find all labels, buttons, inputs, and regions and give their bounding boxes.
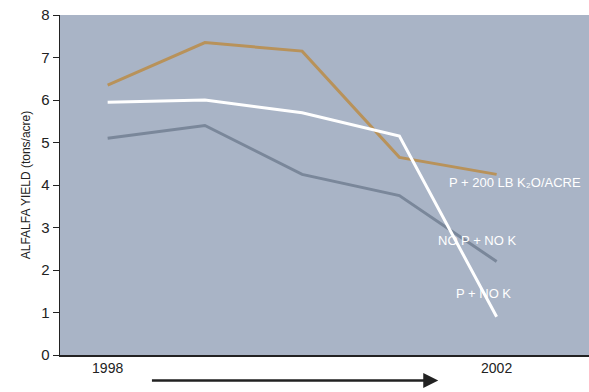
svg-text:2002: 2002 (481, 360, 512, 376)
svg-text:6: 6 (41, 91, 49, 108)
svg-text:8: 8 (41, 6, 49, 23)
svg-text:4: 4 (41, 176, 49, 193)
svg-text:5: 5 (41, 134, 49, 151)
svg-text:7: 7 (41, 49, 49, 66)
svg-text:1: 1 (41, 304, 49, 321)
svg-text:P + 200 LB K₂O/ACRE: P + 200 LB K₂O/ACRE (449, 175, 581, 190)
svg-text:2: 2 (41, 261, 49, 278)
svg-text:1998: 1998 (92, 360, 123, 376)
svg-text:P + NO K: P + NO K (456, 286, 511, 301)
svg-text:NO P + NO K: NO P + NO K (438, 233, 516, 248)
svg-text:0: 0 (41, 346, 49, 363)
svg-text:3: 3 (41, 219, 49, 236)
svg-text:ALFALFA YIELD (tons/acre): ALFALFA YIELD (tons/acre) (19, 111, 33, 260)
